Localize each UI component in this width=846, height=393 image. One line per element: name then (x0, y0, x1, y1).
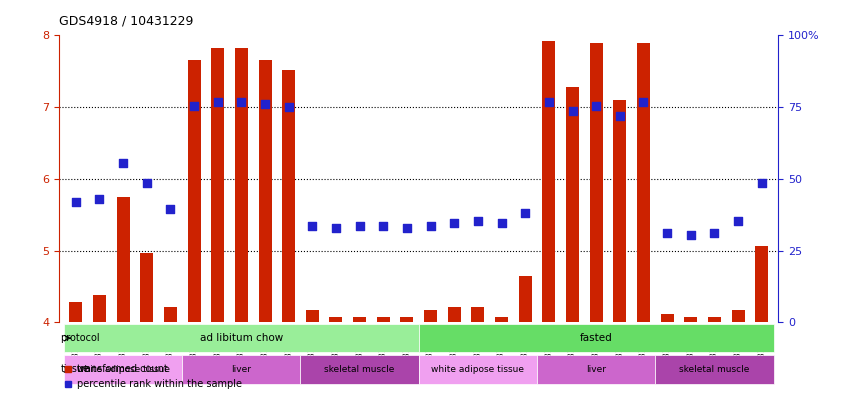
Bar (732, 310, 744, 323)
Bar (755, 246, 768, 323)
Point (566, 108, 580, 114)
Text: liver: liver (586, 365, 607, 374)
Bar (519, 276, 532, 323)
Text: ad libitum chow: ad libitum chow (200, 333, 283, 343)
Point (684, 232, 698, 238)
Point (282, 104, 295, 110)
Point (258, 101, 272, 107)
Text: fasted: fasted (580, 333, 613, 343)
Bar (69, 302, 82, 323)
Bar (212, 48, 224, 323)
Point (140, 179, 153, 185)
Text: liver: liver (231, 365, 251, 374)
Bar (329, 318, 343, 323)
Point (376, 222, 390, 229)
FancyBboxPatch shape (300, 355, 419, 384)
Bar (93, 295, 106, 323)
Point (353, 222, 366, 229)
Point (731, 217, 744, 224)
Text: tissue: tissue (60, 364, 90, 375)
Bar (471, 307, 485, 323)
Bar (684, 318, 697, 323)
Point (234, 99, 248, 105)
Text: skeletal muscle: skeletal muscle (325, 365, 395, 374)
FancyBboxPatch shape (656, 355, 773, 384)
FancyBboxPatch shape (537, 355, 656, 384)
Bar (353, 318, 366, 323)
Point (448, 220, 461, 227)
Point (116, 160, 129, 166)
Point (519, 210, 532, 217)
Point (93, 196, 107, 202)
Point (329, 224, 343, 231)
Point (163, 206, 177, 212)
Bar (259, 61, 272, 323)
Point (187, 103, 201, 109)
Point (400, 224, 414, 231)
Point (471, 217, 485, 224)
Text: skeletal muscle: skeletal muscle (679, 365, 750, 374)
Point (305, 222, 319, 229)
Bar (542, 41, 555, 323)
Text: white adipose tissue: white adipose tissue (77, 365, 169, 374)
Bar (400, 318, 414, 323)
Point (542, 99, 556, 105)
FancyBboxPatch shape (64, 355, 182, 384)
Text: white adipose tissue: white adipose tissue (431, 365, 525, 374)
Point (211, 99, 224, 105)
Bar (566, 87, 579, 323)
Point (69, 199, 83, 205)
Bar (661, 314, 673, 323)
Bar (708, 318, 721, 323)
Point (708, 230, 722, 236)
Bar (235, 48, 248, 323)
Bar (305, 310, 319, 323)
Bar (495, 318, 508, 323)
FancyBboxPatch shape (419, 355, 537, 384)
Bar (188, 61, 201, 323)
Bar (283, 70, 295, 323)
Text: protocol: protocol (60, 333, 100, 343)
Point (590, 103, 603, 109)
Bar (590, 42, 602, 323)
Point (424, 222, 437, 229)
Legend: transformed count, percentile rank within the sample: transformed count, percentile rank withi… (59, 360, 245, 393)
Bar (613, 100, 626, 323)
Bar (140, 253, 153, 323)
FancyBboxPatch shape (419, 324, 773, 352)
Point (755, 179, 768, 185)
Point (613, 113, 627, 119)
Point (637, 99, 651, 105)
Point (495, 220, 508, 227)
Bar (117, 197, 129, 323)
Point (661, 230, 674, 236)
FancyBboxPatch shape (182, 355, 300, 384)
Bar (164, 307, 177, 323)
Bar (448, 307, 461, 323)
Text: GDS4918 / 10431229: GDS4918 / 10431229 (59, 15, 194, 28)
Bar (637, 42, 650, 323)
Bar (424, 310, 437, 323)
Bar (376, 318, 390, 323)
FancyBboxPatch shape (64, 324, 419, 352)
